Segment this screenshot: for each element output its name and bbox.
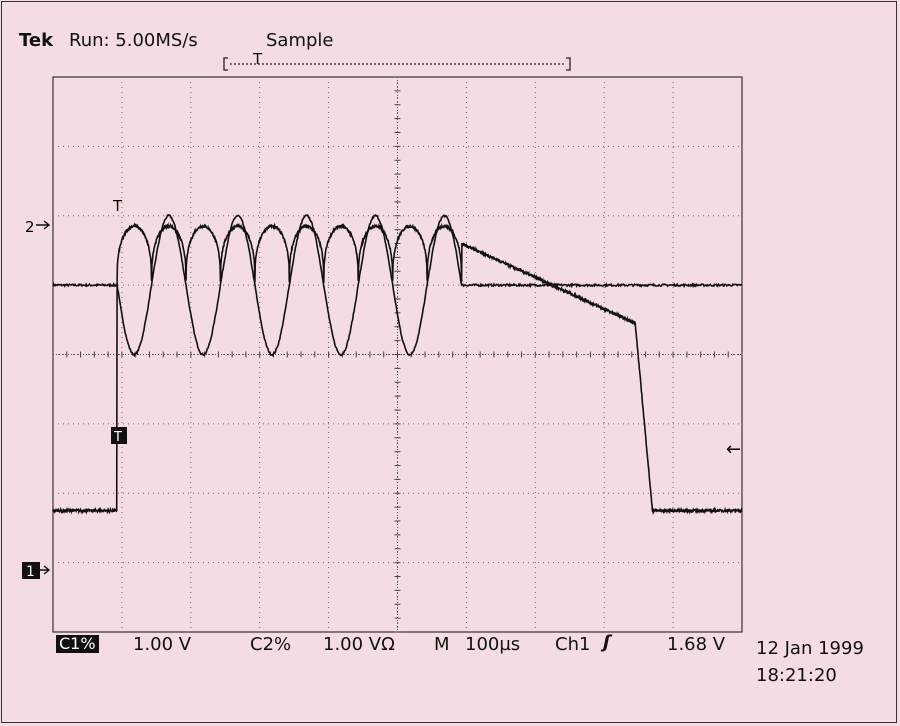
brand-label: Tek — [19, 30, 54, 51]
ch1-ground-arrow — [40, 565, 51, 575]
ch2-ground-marker: 2 — [25, 218, 35, 236]
ch1-trigger-badge-label: T — [113, 430, 122, 445]
ch2-label: C2% — [250, 634, 291, 655]
ch2-ground-arrow — [36, 220, 51, 230]
trigger-slope-icon: ʃ — [603, 632, 611, 653]
timebase-prefix: M — [434, 634, 450, 655]
ch2-coupling: % — [274, 634, 292, 655]
ch2-label-text: C2 — [250, 634, 275, 655]
ch2-trace — [52, 213, 743, 358]
ch2-scale: 1.00 VΩ — [323, 634, 395, 655]
ch1-scale: 1.00 V — [133, 634, 192, 655]
graticule — [52, 76, 743, 633]
ch1-label-badge: C1% — [56, 635, 99, 653]
ch1-trigger-badge — [111, 427, 127, 444]
timebase-value: 100µs — [465, 634, 521, 655]
capture-time: 18:21:20 — [756, 665, 837, 686]
ch1-ground-label: 1 — [26, 564, 35, 580]
trigger-position-label: T — [253, 50, 263, 68]
trigger-level: 1.68 V — [667, 634, 726, 655]
ch1-coupling: % — [80, 634, 96, 653]
ch1-trace — [52, 222, 743, 515]
trigger-level-arrow: ← — [726, 439, 741, 460]
ch2-trigger-marker: T — [112, 197, 123, 215]
acquisition-mode: Sample — [266, 30, 334, 51]
ch1-label: C1 — [59, 634, 81, 653]
ch1-ground-badge — [22, 562, 40, 579]
trigger-source: Ch1 — [555, 634, 591, 655]
record-bracket — [223, 57, 571, 71]
capture-date: 12 Jan 1999 — [756, 638, 864, 659]
acquisition-status: Run: 5.00MS/s — [69, 30, 198, 51]
